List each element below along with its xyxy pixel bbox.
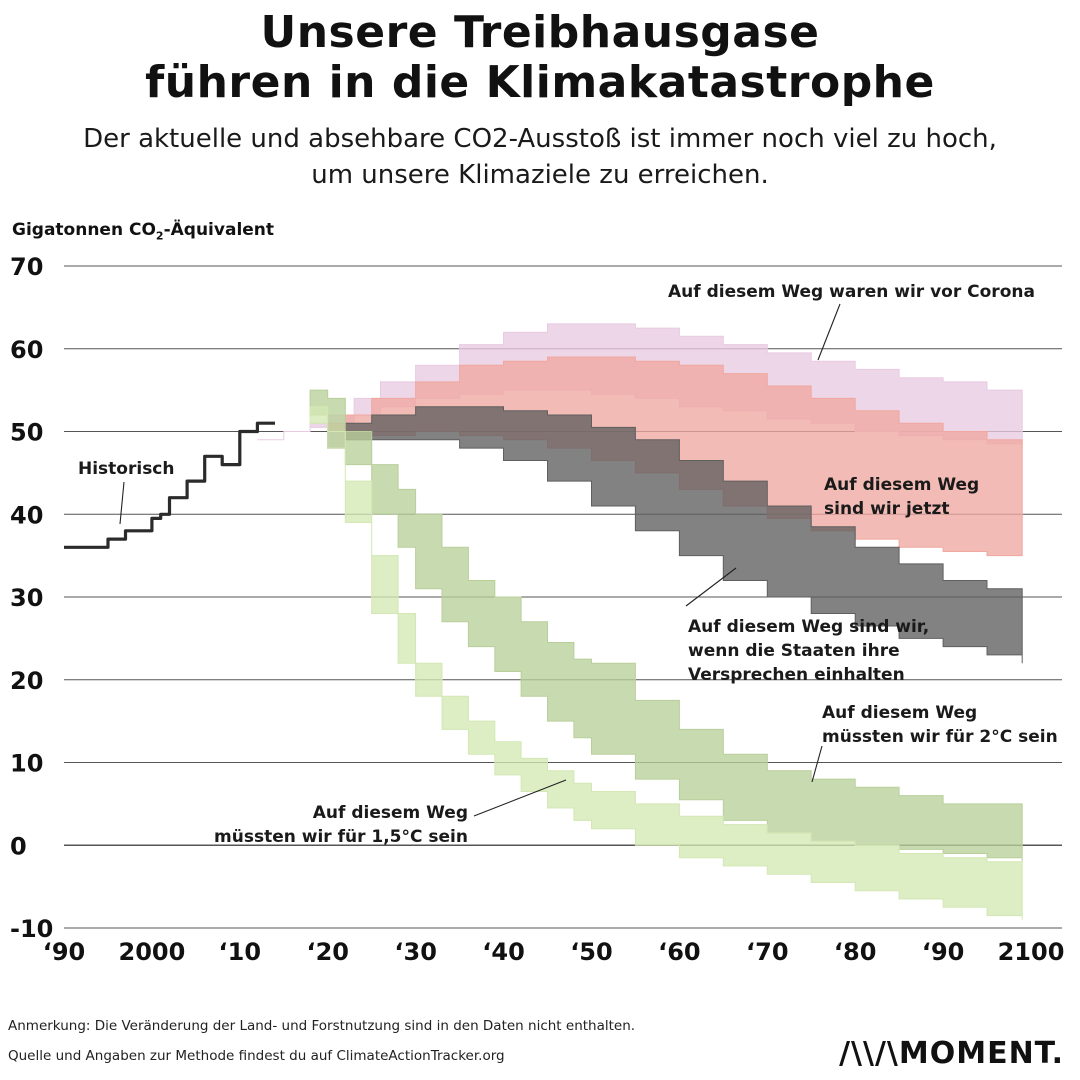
line-layer	[64, 421, 275, 549]
y-axis-label: Gigatonnen CO2-Äquivalent	[12, 220, 274, 242]
annotation-layer: Historisch Auf diesem Weg waren wir vor C…	[78, 282, 1058, 847]
annotation-one-point-five: Auf diesem Weg	[313, 803, 468, 823]
x-tick-label: 2100	[998, 938, 1065, 966]
annotation-leader-pre-corona	[817, 303, 841, 361]
subtitle: Der aktuelle und absehbare CO2-Ausstoß i…	[0, 121, 1080, 193]
annotation-current: sind wir jetzt	[824, 499, 949, 519]
line-historic	[64, 421, 275, 549]
y-tick-label: 60	[10, 336, 43, 364]
annotation-pre-corona: Auf diesem Weg waren wir vor Corona	[668, 282, 1035, 302]
annotation-one-point-five: müssten wir für 1,5°C sein	[214, 827, 468, 847]
y-tick-label: 40	[10, 501, 43, 529]
band-pledges	[327, 406, 1023, 664]
page-title: Unsere Treibhausgase führen in die Klima…	[0, 8, 1080, 108]
annotation-two-degree: müssten wir für 2°C sein	[822, 727, 1058, 747]
brand-logo: /\\/\MOMENT.	[839, 1036, 1064, 1071]
logo-mark: /\\/\	[839, 1036, 899, 1071]
x-tick-label: ‘90	[43, 938, 86, 966]
title-line-1: Unsere Treibhausgase	[260, 7, 820, 58]
x-tick-label: ‘30	[394, 938, 437, 966]
annotation-current: Auf diesem Weg	[824, 475, 979, 495]
y-tick-label: 0	[10, 832, 27, 860]
x-tick-label: ‘90	[922, 938, 965, 966]
y-tick-label: 30	[10, 584, 43, 612]
x-tick-labels: ‘90 2000 ‘10 ‘20 ‘30 ‘40 ‘50 ‘60 ‘70 ‘80 ‘90 2100	[43, 938, 1065, 966]
subtitle-line-1: Der aktuelle und absehbare CO2-Ausstoß i…	[83, 124, 997, 154]
annotation-leader-pledges	[685, 567, 737, 607]
y-tick-label: 50	[10, 419, 43, 447]
annotation-pledges: Versprechen einhalten	[688, 665, 905, 685]
emissions-chart: 70 60 50 40 30 20 10 0 -10 ‘90 2000 ‘10 ‘20 ‘30 ‘40 ‘5…	[10, 253, 1065, 966]
logo-text: MOMENT.	[898, 1036, 1064, 1071]
footnote: Anmerkung: Die Veränderung der Land- und…	[8, 1018, 636, 1034]
annotation-leader-historisch	[119, 481, 125, 525]
annotation-leader-two-degree	[811, 745, 823, 783]
band-layer	[257, 323, 1023, 920]
annotation-pledges: Auf diesem Weg sind wir,	[688, 617, 929, 637]
x-tick-label: ‘10	[219, 938, 262, 966]
band-two-degree	[309, 389, 1023, 862]
x-tick-label: ‘40	[482, 938, 525, 966]
x-tick-label: ‘20	[306, 938, 349, 966]
y-tick-label: -10	[10, 915, 53, 943]
annotation-historisch: Historisch	[78, 459, 175, 479]
x-tick-label: 2000	[119, 938, 186, 966]
x-tick-label: ‘50	[570, 938, 613, 966]
y-axis-label-subscript: 2	[155, 229, 164, 243]
title-line-2: führen in die Klimakatastrophe	[145, 57, 935, 108]
annotation-leader-one-point-five	[473, 779, 567, 817]
subtitle-line-2: um unsere Klimaziele zu erreichen.	[311, 160, 769, 190]
y-axis-label-main: Gigatonnen CO	[12, 220, 156, 240]
x-tick-label: ‘80	[834, 938, 877, 966]
x-tick-label: ‘60	[658, 938, 701, 966]
y-axis-label-rest: -Äquivalent	[163, 220, 275, 240]
y-tick-labels: 70 60 50 40 30 20 10 0 -10	[10, 253, 53, 943]
y-tick-label: 70	[10, 253, 43, 281]
annotation-two-degree: Auf diesem Weg	[822, 703, 977, 723]
y-tick-label: 10	[10, 750, 43, 778]
y-tick-label: 20	[10, 667, 43, 695]
x-tick-label: ‘70	[746, 938, 789, 966]
source-note: Quelle und Angaben zur Methode findest d…	[8, 1048, 505, 1064]
band-one-point-five	[309, 406, 1023, 920]
annotation-pledges: wenn die Staaten ihre	[688, 641, 900, 661]
